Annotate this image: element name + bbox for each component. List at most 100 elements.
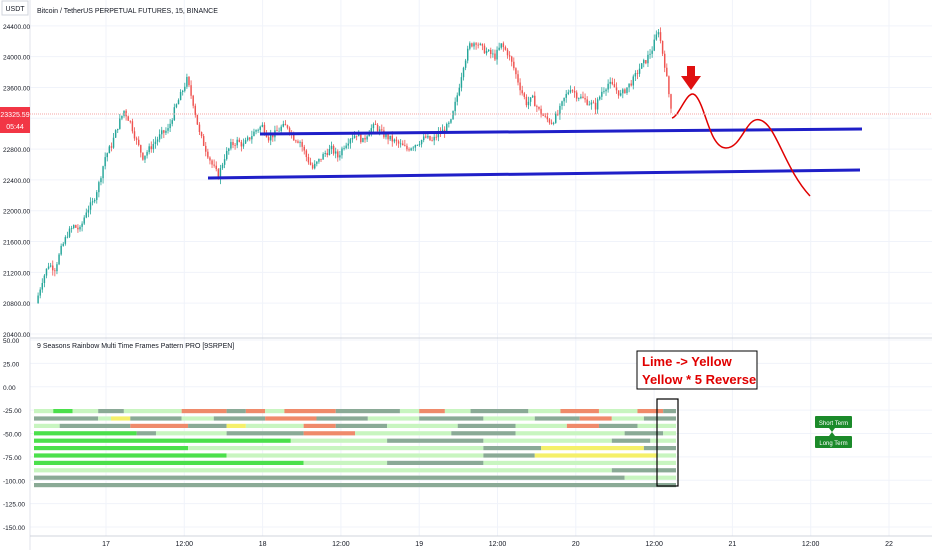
candle-body — [205, 145, 207, 152]
heatmap-cell — [226, 409, 246, 414]
candle-body — [584, 98, 586, 100]
candle-body — [462, 67, 465, 78]
candle-body — [557, 113, 559, 115]
candle-body — [242, 143, 245, 147]
indicator-tick-label: 0.00 — [3, 385, 16, 392]
candle-body — [429, 135, 431, 141]
heatmap-cell — [457, 423, 516, 428]
candle-body — [116, 128, 119, 131]
candle-body — [420, 140, 423, 145]
candle-body — [483, 45, 486, 54]
candle-body — [68, 228, 71, 237]
candle-body — [408, 149, 410, 151]
candle-body — [586, 99, 588, 105]
indicator-tick-label: -25.00 — [3, 408, 22, 415]
candle-body — [121, 115, 123, 119]
candle-body — [54, 270, 56, 272]
candle-body — [150, 146, 152, 150]
candle-body — [133, 131, 136, 139]
heatmap-cell — [59, 423, 131, 428]
candle-body — [339, 155, 341, 158]
candle-body — [198, 124, 201, 133]
candle-body — [253, 131, 255, 137]
candle-body — [364, 137, 366, 140]
candle-body — [412, 147, 414, 149]
currency-box[interactable] — [1, 0, 29, 16]
heatmap-cell — [188, 423, 227, 428]
heatmap-cell — [611, 416, 644, 421]
candle-body — [211, 160, 213, 165]
candle-body — [494, 53, 496, 60]
candle-body — [263, 124, 266, 134]
candle-body — [393, 139, 396, 142]
candle-body — [381, 129, 383, 131]
candle-body — [244, 140, 247, 144]
candle-body — [223, 159, 226, 165]
candle-body — [106, 153, 108, 158]
candle-body — [161, 130, 163, 135]
heatmap-cell — [34, 438, 291, 443]
candle-body — [152, 143, 155, 150]
time-tick-label: 12:00 — [645, 541, 663, 548]
candle-body — [142, 152, 144, 160]
heatmap-cell — [245, 409, 266, 414]
candle-body — [261, 124, 264, 127]
heatmap-cell — [226, 431, 304, 436]
candle-body — [349, 139, 352, 144]
time-tick-label: 12:00 — [332, 541, 350, 548]
candle-body — [188, 76, 190, 86]
heatmap-cell — [637, 409, 664, 414]
upper-trendline[interactable] — [259, 127, 863, 136]
candle-body — [98, 182, 100, 193]
candle-body — [240, 141, 243, 147]
candle-body — [39, 289, 41, 296]
candle-body — [647, 54, 649, 64]
candle-body — [232, 142, 234, 146]
heatmap-cell — [98, 416, 112, 421]
candle-body — [158, 134, 161, 140]
candle-body — [177, 100, 180, 105]
candle-body — [663, 53, 666, 68]
candle-body — [238, 139, 241, 142]
heatmap-cell — [611, 438, 651, 443]
candle-body — [622, 89, 624, 94]
heatmap-cell — [663, 431, 676, 436]
lower-trendline[interactable] — [207, 168, 861, 180]
annotation-line-2: Yellow * 5 Reverse — [642, 372, 756, 387]
heatmap-cell — [387, 423, 458, 428]
price-tick-label: 22400.00 — [3, 178, 30, 185]
candle-body — [668, 76, 670, 95]
candle-body — [565, 93, 567, 98]
candle-body — [259, 126, 261, 130]
candle-body — [213, 164, 215, 166]
candle-body — [43, 275, 46, 283]
candle-body — [508, 55, 511, 57]
candle-body — [559, 105, 561, 115]
heatmap-cell — [470, 409, 529, 414]
indicator-tick-label: 25.00 — [3, 361, 20, 368]
long-term-label: Long Term — [819, 441, 847, 447]
candle-body — [190, 85, 192, 96]
candle-body — [515, 68, 517, 75]
candle-body — [108, 146, 111, 154]
candle-body — [102, 166, 104, 179]
heatmap-cell — [387, 460, 484, 465]
candle-body — [249, 137, 251, 140]
candle-body — [127, 116, 129, 121]
annotation-line-1: Lime -> Yellow — [642, 354, 733, 369]
price-badge-value: 23325.59 — [0, 112, 29, 119]
candle-body — [454, 101, 456, 112]
indicator-title: 9 Seasons Rainbow Multi Time Frames Patt… — [37, 343, 234, 350]
candle-body — [284, 123, 287, 126]
heatmap-cell — [123, 409, 182, 414]
candle-body — [460, 77, 463, 88]
candle-body — [129, 120, 132, 122]
candle-body — [659, 32, 662, 41]
candle-body — [477, 44, 479, 46]
candle-body — [330, 145, 333, 150]
price-tick-label: 24400.00 — [3, 24, 30, 31]
price-tick-label: 22000.00 — [3, 209, 30, 216]
indicator-tick-label: -100.00 — [3, 478, 25, 485]
candle-body — [523, 93, 526, 97]
candle-body — [358, 133, 360, 137]
